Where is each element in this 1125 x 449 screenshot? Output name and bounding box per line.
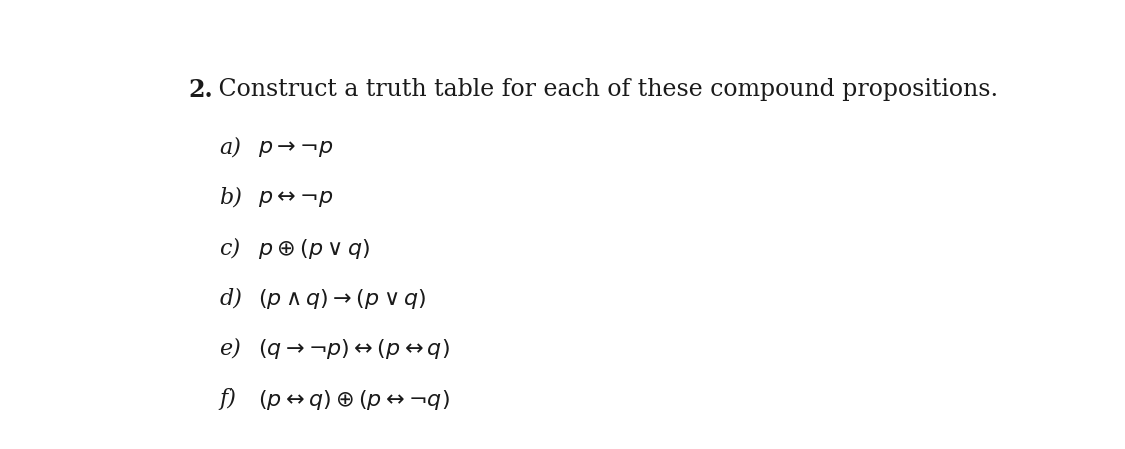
Text: e): e) (219, 337, 241, 359)
Text: $p \leftrightarrow \neg p$: $p \leftrightarrow \neg p$ (259, 187, 334, 209)
Text: a): a) (219, 137, 241, 159)
Text: $(p\wedge q) \rightarrow (p\vee q)$: $(p\wedge q) \rightarrow (p\vee q)$ (259, 287, 426, 311)
Text: 2.: 2. (189, 78, 214, 102)
Text: $p \rightarrow \neg p$: $p \rightarrow \neg p$ (259, 137, 334, 159)
Text: b): b) (219, 187, 242, 209)
Text: c): c) (219, 237, 241, 259)
Text: $p \oplus (p \vee q)$: $p \oplus (p \vee q)$ (259, 237, 370, 261)
Text: $(p\leftrightarrow q) \oplus (p\leftrightarrow \neg q)$: $(p\leftrightarrow q) \oplus (p\leftrigh… (259, 387, 450, 412)
Text: f): f) (219, 387, 236, 409)
Text: d): d) (219, 287, 242, 309)
Text: $(q\rightarrow \neg p) \leftrightarrow (p\leftrightarrow q)$: $(q\rightarrow \neg p) \leftrightarrow (… (259, 337, 450, 361)
Text: Construct a truth table for each of these compound propositions.: Construct a truth table for each of thes… (212, 78, 998, 101)
